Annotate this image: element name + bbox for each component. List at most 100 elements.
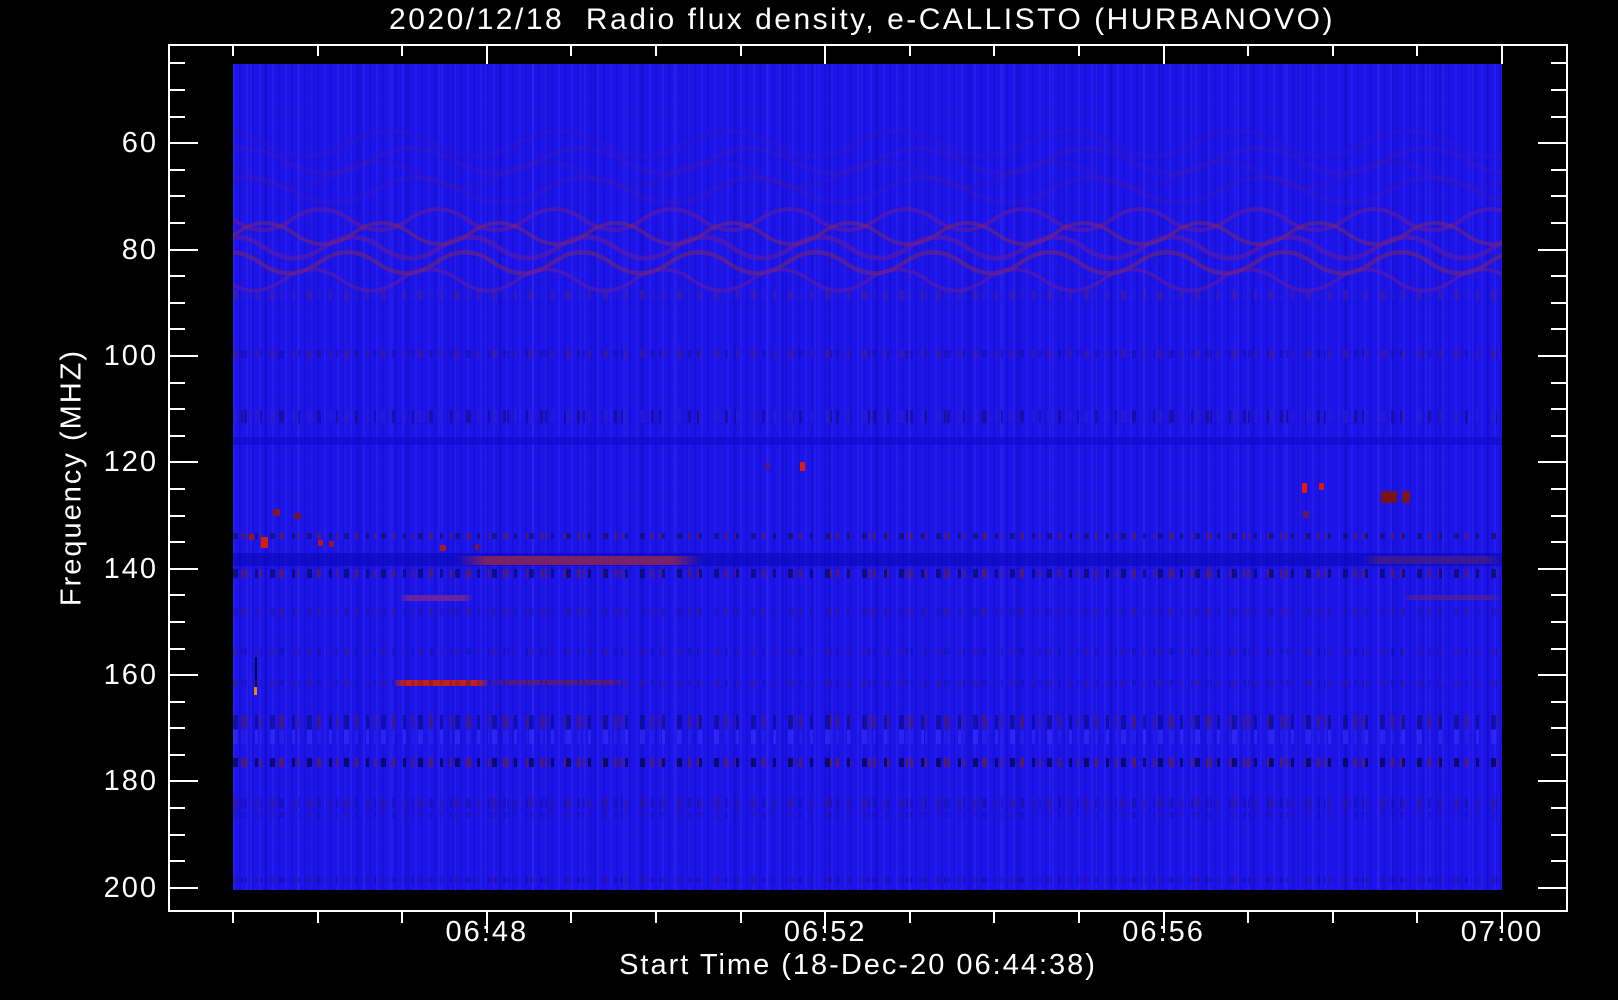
feature-burst-dot-135mhz-c xyxy=(328,540,335,547)
y-minor-tick-right xyxy=(1551,222,1566,225)
y-minor-tick-left xyxy=(170,727,185,730)
x-major-tick-bottom xyxy=(1501,911,1503,933)
y-major-tick-right xyxy=(1538,248,1566,251)
y-major-tick-left xyxy=(170,248,198,251)
feature-drift-streak-138mhz xyxy=(457,555,703,565)
y-minor-tick-left xyxy=(170,514,185,517)
y-minor-tick-right xyxy=(1551,700,1566,703)
x-minor-tick-top xyxy=(1247,46,1250,56)
feature-burst-dot-136mhz-d xyxy=(440,544,446,552)
y-tick-label: 120 xyxy=(103,446,158,479)
x-major-tick-top xyxy=(1501,46,1503,64)
x-major-tick-bottom xyxy=(485,911,488,933)
y-minor-tick-right xyxy=(1551,594,1566,597)
feature-dark-vdash-157mhz xyxy=(254,657,257,687)
y-major-tick-left xyxy=(170,780,198,783)
x-tick-label: 06:48 xyxy=(445,916,529,948)
y-minor-tick-left xyxy=(170,275,185,278)
feature-speckle-line-198mhz xyxy=(233,876,1502,883)
y-minor-tick-left xyxy=(170,115,185,118)
feature-speckle-line-168mhz xyxy=(233,715,1502,729)
x-tick-label: 07:00 xyxy=(1460,916,1544,948)
x-minor-tick-bottom xyxy=(316,911,319,923)
plot-box-frame xyxy=(168,44,1568,912)
y-tick-label: 200 xyxy=(103,871,158,904)
y-minor-tick-right xyxy=(1551,408,1566,411)
x-minor-tick-bottom xyxy=(1247,911,1250,923)
x-minor-tick-top xyxy=(655,46,657,56)
feature-speckle-line-141mhz xyxy=(233,568,1502,578)
y-major-tick-left xyxy=(170,142,198,145)
y-tick-label: 160 xyxy=(103,659,158,692)
feature-dark-red-cluster-126mhz-b xyxy=(1401,491,1411,503)
feature-speckle-line-184mhz xyxy=(233,798,1502,808)
y-minor-tick-left xyxy=(170,700,185,703)
feature-speckle-line-111mhz xyxy=(233,409,1502,423)
y-minor-tick-left xyxy=(170,647,185,650)
x-minor-tick-bottom xyxy=(908,911,911,923)
y-minor-tick-right xyxy=(1551,195,1566,198)
y-major-tick-right xyxy=(1538,886,1566,889)
y-minor-tick-right xyxy=(1551,115,1566,118)
y-minor-tick-left xyxy=(170,301,185,304)
y-minor-tick-left xyxy=(170,89,185,92)
y-major-tick-left xyxy=(170,354,198,357)
feature-dark-red-dot-130mhz-a xyxy=(273,509,281,517)
feature-dark-stripe-116mhz xyxy=(233,436,1502,446)
x-minor-tick-top xyxy=(739,46,742,56)
feature-burst-dot-134mhz xyxy=(248,533,255,540)
y-minor-tick-left xyxy=(170,620,185,623)
x-minor-tick-top xyxy=(1331,46,1334,56)
feature-dark-red-dot-130mhz-right xyxy=(1303,511,1309,518)
feature-wave-band-lower-speckle xyxy=(233,289,1502,301)
x-minor-tick-bottom xyxy=(401,911,404,923)
y-minor-tick-left xyxy=(170,408,185,411)
x-minor-tick-top xyxy=(316,46,319,56)
y-minor-tick-right xyxy=(1551,328,1566,331)
feature-speckle-line-148mhz xyxy=(233,608,1502,615)
x-major-tick-top xyxy=(485,46,488,64)
y-tick-label: 140 xyxy=(103,552,158,585)
y-minor-tick-right xyxy=(1551,381,1566,384)
feature-burst-dot-121mhz xyxy=(799,461,806,471)
y-minor-tick-left xyxy=(170,833,185,836)
y-major-tick-left xyxy=(170,567,198,570)
y-minor-tick-left xyxy=(170,168,185,171)
x-minor-tick-top xyxy=(993,46,996,56)
y-tick-label: 60 xyxy=(121,127,158,160)
y-minor-tick-left xyxy=(170,222,185,225)
feature-streak-145mhz-right xyxy=(1400,594,1502,601)
x-minor-tick-top xyxy=(570,46,573,56)
feature-streak-145mhz xyxy=(399,594,473,601)
feature-burst-streak-162mhz xyxy=(392,679,490,686)
feature-speckle-line-162mhz xyxy=(233,680,1502,686)
y-minor-tick-right xyxy=(1551,727,1566,730)
y-minor-tick-right xyxy=(1551,434,1566,437)
x-minor-tick-top xyxy=(1078,46,1080,56)
y-tick-label: 100 xyxy=(103,339,158,372)
x-major-tick-top xyxy=(1162,46,1165,64)
y-minor-tick-left xyxy=(170,381,185,384)
y-minor-tick-right xyxy=(1551,89,1566,92)
x-minor-tick-bottom xyxy=(570,911,573,923)
feature-speckle-line-99mhz xyxy=(233,350,1502,359)
y-minor-tick-left xyxy=(170,434,185,437)
y-minor-tick-left xyxy=(170,195,185,198)
feature-burst-blob-135mhz xyxy=(260,537,268,548)
y-minor-tick-left xyxy=(170,328,185,331)
x-minor-tick-bottom xyxy=(739,911,742,923)
y-minor-tick-left xyxy=(170,62,185,65)
y-major-tick-left xyxy=(170,461,198,464)
x-axis-label: Start Time (18-Dec-20 06:44:38) xyxy=(619,949,1097,981)
x-minor-tick-bottom xyxy=(1078,911,1080,923)
x-major-tick-bottom xyxy=(1162,911,1165,933)
feature-drift-streak-138mhz-right xyxy=(1362,555,1502,564)
y-tick-label: 180 xyxy=(103,765,158,798)
y-major-tick-right xyxy=(1538,567,1566,570)
y-minor-tick-left xyxy=(170,753,185,756)
y-major-tick-right xyxy=(1538,142,1566,145)
feature-speckle-line-186mhz xyxy=(233,811,1502,818)
feature-speckle-line-155mhz xyxy=(233,648,1502,655)
y-minor-tick-right xyxy=(1551,753,1566,756)
y-minor-tick-left xyxy=(170,860,185,863)
